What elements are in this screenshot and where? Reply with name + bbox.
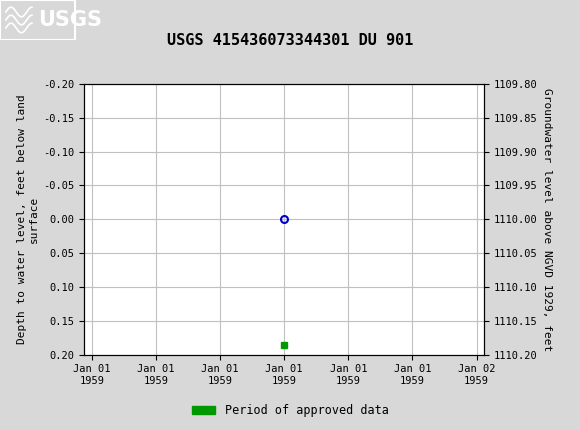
Text: USGS 415436073344301 DU 901: USGS 415436073344301 DU 901: [167, 34, 413, 48]
Legend: Period of approved data: Period of approved data: [187, 399, 393, 422]
Y-axis label: Groundwater level above NGVD 1929, feet: Groundwater level above NGVD 1929, feet: [542, 88, 552, 351]
Text: USGS: USGS: [38, 10, 102, 30]
Y-axis label: Depth to water level, feet below land
surface: Depth to water level, feet below land su…: [17, 95, 39, 344]
